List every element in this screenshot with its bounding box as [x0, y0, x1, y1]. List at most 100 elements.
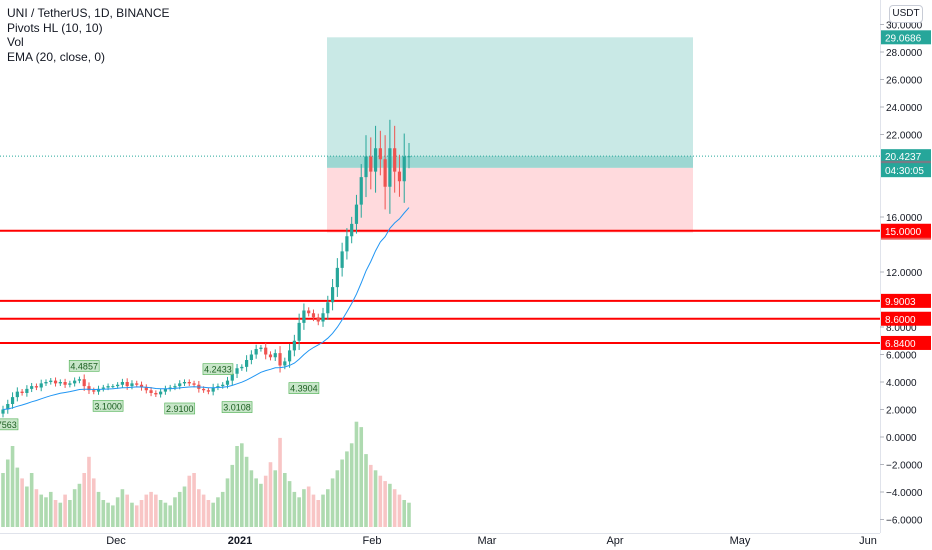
candle-body: [259, 347, 263, 349]
candle-body: [144, 387, 148, 391]
volume-bar: [330, 478, 335, 527]
candle-body: [402, 156, 406, 182]
volume-bar: [278, 437, 282, 527]
candle-body: [321, 313, 325, 322]
indicator-pivots[interactable]: Pivots HL (10, 10): [7, 20, 103, 35]
candle-body: [178, 383, 182, 387]
symbol-title[interactable]: UNI / TetherUS, 1D, BINANCE: [7, 6, 170, 20]
volume-bar: [225, 478, 230, 527]
candle-body: [6, 404, 10, 410]
volume-bar: [48, 491, 53, 527]
volume-bar: [10, 446, 15, 527]
volume-bar: [407, 502, 411, 527]
candle-body: [206, 390, 210, 392]
candle-body: [354, 204, 359, 224]
candle-body: [202, 388, 206, 391]
volume-bar: [25, 486, 29, 527]
candle-body: [68, 383, 72, 385]
volume-bar: [340, 459, 344, 527]
candle-body: [101, 387, 105, 389]
volume-bar: [373, 470, 378, 527]
hline-label: 6.8400: [885, 339, 916, 350]
currency-button[interactable]: USDT: [889, 5, 923, 23]
candle-body: [254, 349, 258, 355]
volume-bar: [144, 494, 149, 527]
volume-bar: [297, 497, 301, 527]
volume-bar: [115, 497, 120, 527]
pivot-label: 3.1000: [94, 401, 122, 411]
volume-bar: [72, 489, 77, 527]
countdown-label: 04:30:05: [885, 166, 924, 177]
x-tick-label: Feb: [363, 535, 382, 547]
candle-body: [383, 159, 387, 187]
y-tick-label: 30.0000: [886, 21, 923, 32]
volume-bar: [5, 459, 10, 527]
volume-bar: [388, 483, 392, 527]
volume-bar: [177, 491, 182, 527]
volume-bar: [120, 489, 125, 527]
candle-body: [106, 386, 110, 388]
candle-body: [330, 287, 335, 303]
volume-bar: [240, 443, 244, 527]
volume-bar: [349, 443, 354, 527]
candle-body: [34, 386, 39, 388]
candle-body: [307, 310, 311, 314]
volume-bar: [292, 491, 297, 527]
hline-label-box: [881, 223, 931, 238]
candle-body: [173, 386, 177, 388]
candle-body: [397, 171, 402, 182]
volume-bar: [173, 497, 177, 527]
volume-bar: [316, 500, 321, 527]
candle-body: [125, 382, 129, 387]
candle-body: [407, 156, 411, 158]
candle-body: [25, 388, 29, 393]
volume-bar: [106, 502, 110, 527]
indicator-ema[interactable]: EMA (20, close, 0): [7, 49, 106, 64]
volume-bar: [206, 500, 211, 527]
volume-bar: [139, 500, 144, 527]
pivot-label-box: [68, 360, 100, 372]
candle-body: [373, 148, 378, 172]
volume-bar: [321, 494, 325, 527]
candle-body: [149, 390, 153, 393]
volume-bar: [235, 446, 239, 527]
volume-bar: [101, 500, 106, 527]
candle-body: [44, 382, 48, 384]
candle-body: [311, 313, 316, 318]
volume-bar: [364, 454, 368, 527]
indicator-volume[interactable]: Vol: [7, 35, 24, 50]
candle-body: [302, 310, 306, 323]
y-tick-label: 24.0000: [886, 103, 923, 114]
candle-body: [268, 354, 273, 358]
volume-bar: [211, 502, 215, 527]
candle-body: [278, 353, 282, 366]
volume-bar: [82, 473, 86, 527]
volume-bar: [68, 500, 72, 527]
volume-bar: [44, 497, 48, 527]
volume-bar: [368, 464, 373, 527]
volume-bar: [220, 491, 225, 527]
x-tick-label: May: [730, 535, 751, 547]
countdown-box: [881, 163, 931, 178]
candle-body: [235, 368, 239, 374]
candle-body: [63, 382, 67, 385]
volume-bar: [402, 500, 407, 527]
y-tick-label: 8.0000: [886, 323, 917, 334]
candle-body: [30, 386, 34, 389]
candle-body: [378, 148, 382, 160]
volume-bar: [244, 456, 249, 527]
y-tick-label: −4.0000: [886, 488, 923, 499]
volume-bar: [91, 478, 96, 527]
candle-body: [130, 383, 134, 387]
volume-bar: [254, 478, 258, 527]
hline-label-box: [881, 335, 931, 350]
candle-body: [211, 387, 215, 392]
candle-body: [120, 382, 125, 385]
volume-bar: [287, 481, 292, 527]
candle-body: [230, 373, 234, 381]
candle-body: [245, 360, 249, 367]
candle-body: [159, 391, 163, 395]
volume-bar: [87, 456, 91, 527]
volume-bar: [29, 473, 34, 527]
